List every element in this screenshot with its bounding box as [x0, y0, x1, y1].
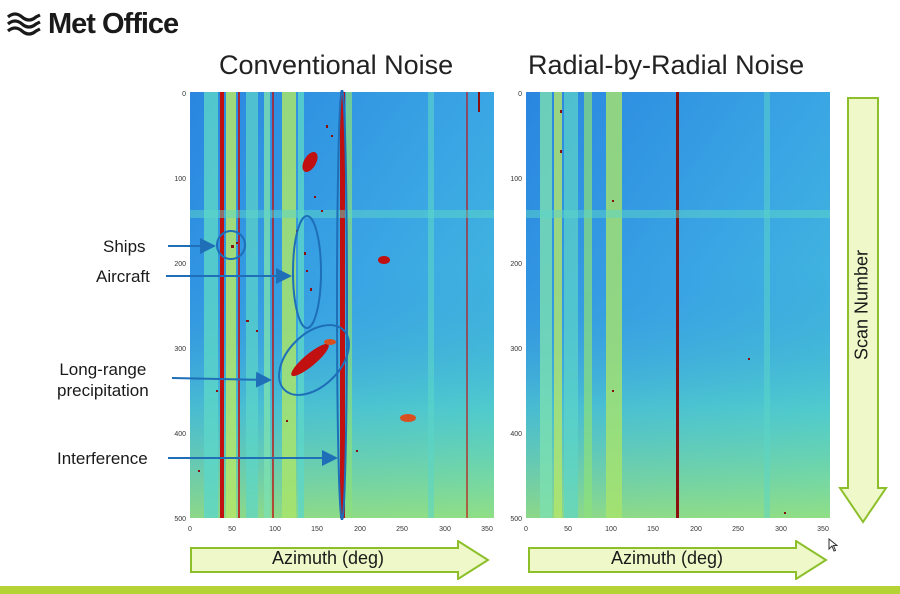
annotation-circles — [216, 90, 350, 520]
y-tick: 100 — [510, 176, 522, 183]
noise-dots — [560, 110, 786, 514]
x-tick: 100 — [605, 526, 617, 533]
x-tick: 350 — [481, 526, 493, 533]
scan-number-label: Scan Number — [851, 249, 872, 361]
precipitation-ellipse — [278, 324, 350, 396]
x-tick: 200 — [354, 526, 366, 533]
y-tick: 400 — [510, 431, 522, 438]
left-panel-title: Conventional Noise — [219, 50, 454, 80]
precipitation-label: Long-range precipitation — [57, 359, 149, 401]
conventional-noise-plot: 0 100 200 300 400 500 — [190, 90, 494, 520]
x-tick: 50 — [228, 526, 236, 533]
y-tick: 200 — [510, 261, 522, 268]
ships-label: Ships — [103, 237, 146, 256]
accent-bar — [0, 586, 900, 594]
y-tick: 400 — [174, 431, 186, 438]
azimuth-arrow-left — [190, 540, 490, 580]
x-tick: 50 — [564, 526, 572, 533]
precipitation-echoes — [291, 152, 416, 422]
brand-name: Met Office — [48, 7, 179, 40]
horizontal-band — [190, 210, 494, 218]
x-tick: 350 — [817, 526, 829, 533]
left-x-axis: 0 50 100 150 200 250 300 350 — [188, 526, 493, 533]
met-office-logo: Met Office — [6, 6, 206, 42]
interference-label: Interference — [57, 449, 148, 468]
precipitation-label-line1: Long-range — [59, 360, 147, 379]
x-tick: 250 — [732, 526, 744, 533]
aircraft-ellipse — [292, 215, 322, 329]
azimuth-arrow-right — [528, 540, 828, 580]
y-tick: 100 — [174, 176, 186, 183]
interference-ellipse — [336, 90, 348, 520]
right-panel-title: Radial-by-Radial Noise — [528, 50, 805, 80]
noise-stripes — [540, 92, 770, 518]
precipitation-label-line2: precipitation — [57, 381, 149, 400]
x-tick: 300 — [439, 526, 451, 533]
x-tick: 300 — [775, 526, 787, 533]
x-tick: 250 — [396, 526, 408, 533]
horizontal-band — [526, 210, 830, 218]
x-tick: 200 — [690, 526, 702, 533]
right-y-axis: 0 100 200 300 400 500 — [510, 91, 522, 523]
aircraft-label: Aircraft — [96, 267, 150, 286]
y-tick: 500 — [510, 516, 522, 523]
azimuth-label-left: Azimuth (deg) — [272, 548, 385, 568]
met-office-waves-icon — [6, 12, 41, 36]
x-tick: 150 — [311, 526, 323, 533]
y-tick: 300 — [510, 346, 522, 353]
x-tick: 0 — [188, 526, 192, 533]
y-tick: 500 — [174, 516, 186, 523]
x-tick: 100 — [269, 526, 281, 533]
y-tick: 200 — [174, 261, 186, 268]
ships-circle — [216, 230, 246, 260]
right-x-axis: 0 50 100 150 200 250 300 350 — [524, 526, 829, 533]
y-tick: 0 — [182, 91, 186, 98]
mouse-cursor-icon — [828, 538, 838, 552]
x-tick: 150 — [647, 526, 659, 533]
noise-stripes — [204, 92, 468, 518]
left-y-axis: 0 100 200 300 400 500 — [174, 91, 186, 523]
scan-number-arrow — [838, 97, 888, 524]
y-tick: 300 — [174, 346, 186, 353]
x-tick: 0 — [524, 526, 528, 533]
y-tick: 0 — [518, 91, 522, 98]
radial-by-radial-noise-plot: 0 — [522, 90, 830, 518]
azimuth-label-right: Azimuth (deg) — [611, 548, 724, 568]
